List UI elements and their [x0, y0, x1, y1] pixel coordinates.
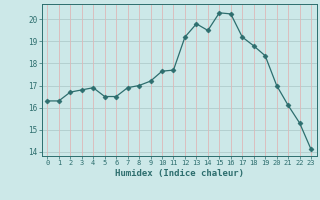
X-axis label: Humidex (Indice chaleur): Humidex (Indice chaleur) — [115, 169, 244, 178]
